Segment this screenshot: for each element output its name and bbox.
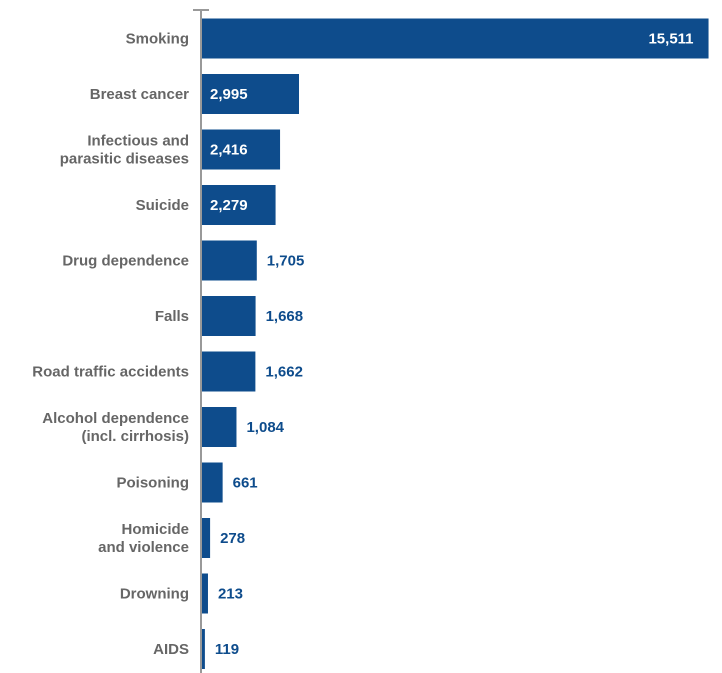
value-label-9: 278 <box>220 530 245 547</box>
bar-7 <box>201 407 237 447</box>
value-label-0: 15,511 <box>648 31 693 48</box>
category-label-10: Drowning <box>120 586 189 603</box>
value-label-7: 1,084 <box>246 419 284 436</box>
category-label-4: Drug dependence <box>62 253 189 270</box>
category-label-8: Poisoning <box>117 475 190 492</box>
bar-3 <box>201 185 276 225</box>
bar-9 <box>201 518 211 558</box>
bars <box>201 18 709 669</box>
bar-0 <box>201 18 709 59</box>
bar-11 <box>201 629 205 669</box>
bar-6 <box>201 351 256 392</box>
value-label-6: 1,662 <box>265 364 303 381</box>
bar-4 <box>201 240 257 281</box>
y-axis <box>193 9 209 673</box>
category-label-3: Suicide <box>136 197 189 214</box>
value-label-5: 1,668 <box>266 308 304 325</box>
category-label-9: Homicide and violence <box>98 521 189 556</box>
value-label-1: 2,995 <box>210 86 248 103</box>
category-label-2: Infectious and parasitic diseases <box>60 133 189 168</box>
bar-8 <box>201 462 223 503</box>
value-labels: 15,511 2,995 2,416 2,279 1,705 1,668 1,662 1,08… <box>210 31 694 659</box>
bar-2 <box>201 129 281 170</box>
category-labels: Smoking Breast cancer Infectious and parasi… <box>32 31 189 659</box>
bar-10 <box>201 573 208 614</box>
value-label-4: 1,705 <box>267 253 305 270</box>
category-label-6: Road traffic accidents <box>32 364 189 381</box>
value-label-3: 2,279 <box>210 197 248 214</box>
category-label-11: AIDS <box>153 641 189 658</box>
value-label-8: 661 <box>233 475 258 492</box>
bar-1 <box>201 74 300 114</box>
category-label-7: Alcohol dependence (incl. cirrhosis) <box>42 410 189 445</box>
value-label-2: 2,416 <box>210 142 248 159</box>
value-label-10: 213 <box>218 586 243 603</box>
category-label-1: Breast cancer <box>90 86 189 103</box>
value-label-11: 119 <box>215 641 239 658</box>
category-label-0: Smoking <box>126 31 189 48</box>
category-label-5: Falls <box>155 308 189 325</box>
bar-5 <box>201 296 256 336</box>
